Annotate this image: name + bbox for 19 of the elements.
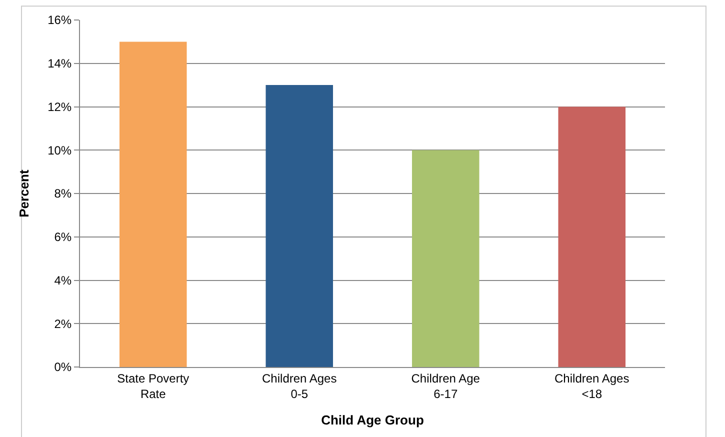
bar — [266, 85, 334, 367]
x-tick-label: Children Ages <18 — [554, 371, 630, 401]
y-tick-label: 16% — [48, 13, 72, 28]
y-tick-label: 0% — [54, 360, 72, 374]
x-axis-title: Child Age Group — [321, 412, 424, 428]
y-tick-label: 2% — [54, 316, 72, 331]
bar — [119, 42, 187, 367]
y-axis-title: Percent — [16, 168, 32, 218]
bar — [558, 106, 626, 367]
y-tick-label: 6% — [54, 230, 72, 244]
y-tick-label: 12% — [48, 100, 72, 114]
x-tick-label: Children Age 6-17 — [411, 371, 480, 401]
bar — [412, 150, 480, 367]
y-tick-label: 14% — [48, 56, 72, 71]
y-tick-label: 4% — [54, 273, 72, 288]
x-tick-label: Children Ages 0-5 — [262, 371, 337, 401]
y-tick-label: 8% — [54, 186, 72, 201]
y-tick-label: 10% — [48, 143, 72, 158]
x-tick-label: State Poverty Rate — [117, 371, 190, 401]
